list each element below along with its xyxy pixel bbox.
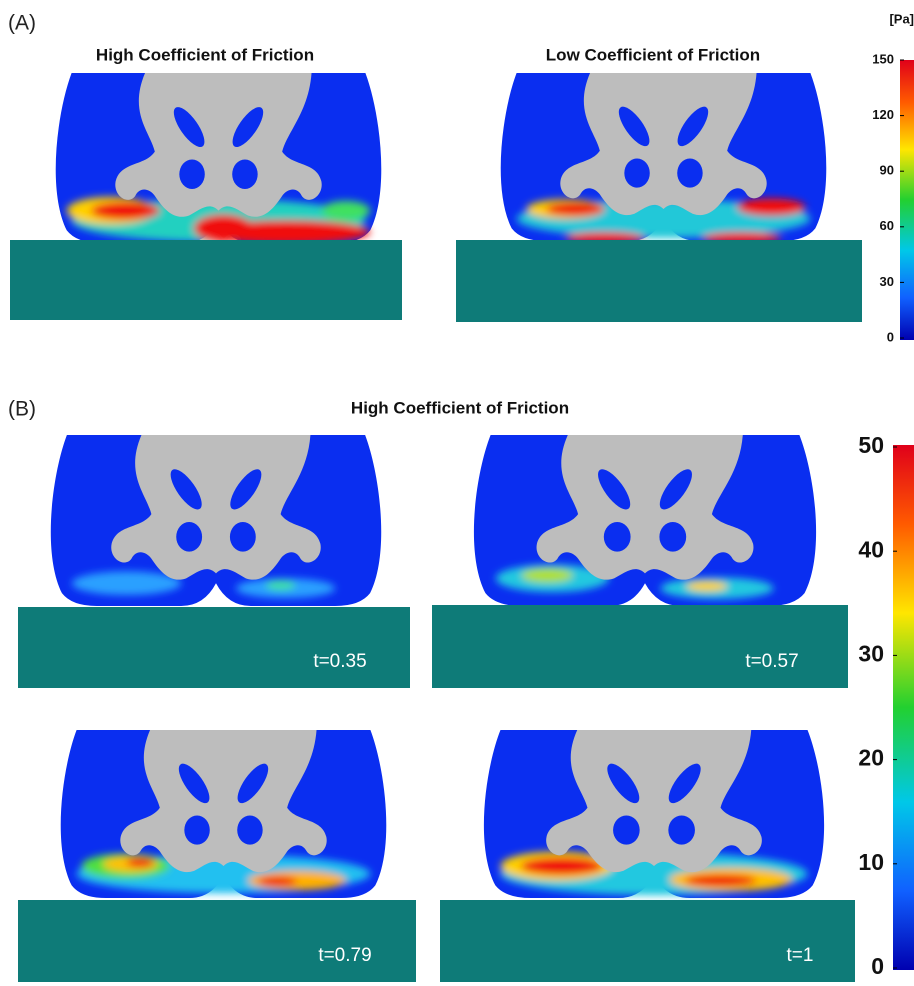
- panel-title: Low Coefficient of Friction: [546, 45, 760, 64]
- colorbar-tick-label: 30: [880, 274, 894, 289]
- ground: [10, 240, 402, 320]
- colorbar: [893, 445, 914, 970]
- simulation-image: [56, 73, 382, 244]
- simulation-image: [501, 73, 827, 244]
- simulation-image: [51, 435, 381, 606]
- colorbar-ticks: 50 40 30 20 10 0: [858, 432, 897, 979]
- figure: (A) High Coefficient of Friction Low Coe…: [0, 0, 914, 986]
- colorbar-unit: [Pa]: [889, 11, 914, 26]
- panel-label: (B): [8, 398, 36, 421]
- colorbar-tick-label: 20: [858, 745, 884, 771]
- simulation-image: [474, 435, 816, 606]
- panel-title: High Coefficient of Friction: [96, 45, 314, 64]
- time-label: t=0.79: [318, 945, 371, 966]
- colorbar-tick-label: 150: [872, 51, 894, 66]
- ground: [432, 605, 848, 688]
- colorbar-tick-label: 90: [880, 163, 894, 178]
- colorbar-tick-label: 40: [858, 536, 884, 562]
- colorbar-ticks: 150 120 90 60 30 0: [872, 51, 904, 344]
- colorbar-tick-label: 0: [871, 953, 884, 979]
- colorbar-tick-label: 10: [858, 849, 884, 875]
- panel-title: High Coefficient of Friction: [351, 398, 569, 417]
- colorbar-tick-label: 120: [872, 107, 894, 122]
- colorbar-tick-label: 30: [858, 640, 884, 666]
- colorbar: [900, 60, 914, 340]
- ground: [440, 900, 855, 982]
- ground: [456, 240, 862, 322]
- colorbar-tick-label: 0: [887, 329, 894, 344]
- colorbar-tick-label: 50: [858, 432, 884, 458]
- time-label: t=0.57: [745, 651, 798, 672]
- panel-label: (A): [8, 12, 36, 35]
- time-label: t=0.35: [313, 651, 366, 672]
- time-label: t=1: [787, 945, 814, 966]
- ground: [18, 900, 416, 982]
- colorbar-tick-label: 60: [880, 218, 894, 233]
- ground: [18, 607, 410, 688]
- simulation-image: [484, 730, 824, 898]
- simulation-image: [61, 730, 387, 898]
